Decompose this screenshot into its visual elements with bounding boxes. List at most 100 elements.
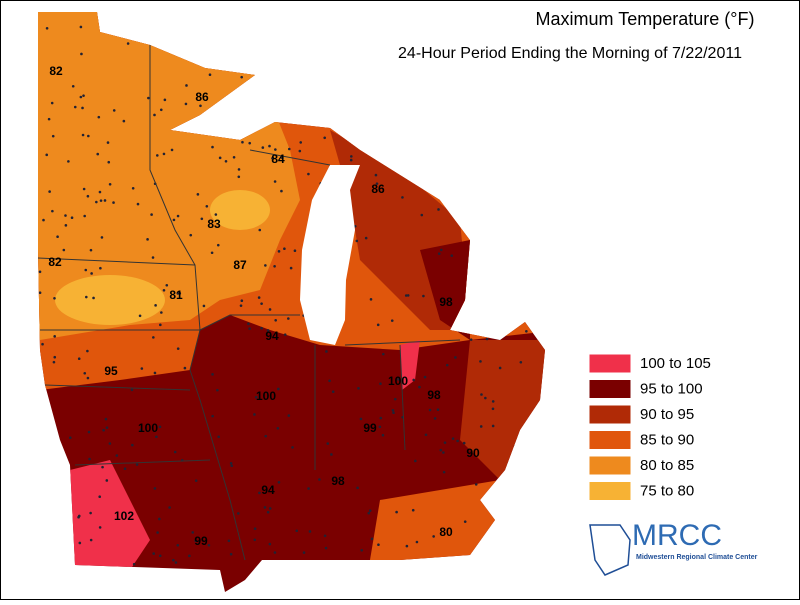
station — [184, 102, 188, 106]
station — [89, 538, 93, 542]
station — [268, 308, 272, 311]
legend-swatch — [588, 379, 632, 399]
legend-label: 100 to 105 — [640, 355, 711, 372]
station — [80, 52, 83, 56]
station — [189, 233, 193, 237]
station — [51, 134, 55, 138]
station — [264, 434, 268, 438]
station — [152, 552, 155, 555]
station — [151, 256, 155, 259]
station — [196, 193, 200, 196]
station — [47, 117, 51, 121]
station — [211, 414, 214, 418]
station — [146, 238, 149, 241]
station — [283, 333, 287, 336]
station — [462, 441, 466, 445]
station — [355, 239, 359, 243]
station — [376, 323, 380, 327]
station — [79, 95, 83, 99]
temperature-label: 100 — [256, 389, 276, 403]
station — [106, 141, 110, 144]
station — [210, 251, 214, 255]
legend-label: 95 to 100 — [640, 380, 703, 397]
station — [53, 296, 56, 300]
station — [99, 199, 103, 202]
legend-swatch — [588, 430, 632, 450]
station — [150, 213, 153, 216]
station — [268, 144, 271, 148]
title: Maximum Temperature (°F) — [536, 9, 755, 29]
station — [229, 552, 233, 556]
station — [253, 538, 257, 542]
station — [98, 495, 102, 499]
station — [176, 347, 180, 350]
station — [484, 396, 487, 400]
zone — [420, 240, 470, 340]
station — [211, 145, 214, 149]
station — [308, 530, 312, 533]
station — [295, 529, 299, 533]
station — [191, 531, 195, 534]
station — [105, 479, 109, 482]
station — [298, 149, 302, 153]
station — [323, 534, 327, 538]
station — [415, 540, 419, 544]
station — [264, 264, 267, 267]
station — [307, 172, 310, 176]
station — [159, 323, 162, 327]
station — [130, 388, 134, 392]
station — [174, 561, 178, 564]
station — [485, 337, 489, 341]
station — [92, 296, 95, 300]
station — [87, 430, 91, 434]
station — [78, 541, 82, 545]
zone — [55, 275, 165, 325]
station — [45, 26, 49, 30]
station — [381, 433, 385, 437]
station — [445, 363, 449, 367]
station — [280, 189, 283, 193]
station — [200, 217, 204, 221]
station — [390, 319, 394, 322]
state-borders — [37, 45, 461, 561]
station — [498, 366, 502, 370]
temperature-label: 94 — [265, 329, 279, 343]
temperature-label: 86 — [195, 90, 209, 104]
temperature-label: 98 — [331, 474, 345, 488]
station — [81, 133, 85, 137]
station — [156, 531, 159, 534]
station — [53, 355, 57, 359]
temperature-label: 81 — [169, 288, 183, 302]
station — [136, 202, 140, 206]
temperature-label: 94 — [261, 483, 275, 497]
station — [115, 454, 119, 457]
station — [248, 141, 252, 145]
station — [122, 119, 126, 123]
legend-label: 85 to 90 — [640, 431, 694, 448]
station — [370, 537, 374, 541]
station — [525, 330, 528, 333]
station — [98, 190, 102, 194]
station — [360, 549, 364, 552]
temperature-label: 82 — [49, 64, 63, 78]
station — [519, 360, 523, 364]
station — [281, 156, 284, 160]
logo-icon — [589, 524, 631, 576]
station — [382, 352, 385, 356]
station — [273, 551, 277, 554]
station — [101, 465, 104, 469]
station — [258, 491, 261, 495]
station — [147, 96, 150, 100]
temperature-label: 100 — [138, 421, 158, 435]
station — [451, 437, 455, 440]
station — [176, 543, 180, 547]
station — [81, 106, 84, 110]
station — [469, 338, 473, 341]
station — [229, 462, 233, 465]
station — [479, 425, 483, 428]
station — [437, 208, 440, 211]
station — [170, 148, 174, 152]
station — [463, 520, 467, 523]
station — [62, 248, 66, 252]
station — [436, 408, 440, 412]
